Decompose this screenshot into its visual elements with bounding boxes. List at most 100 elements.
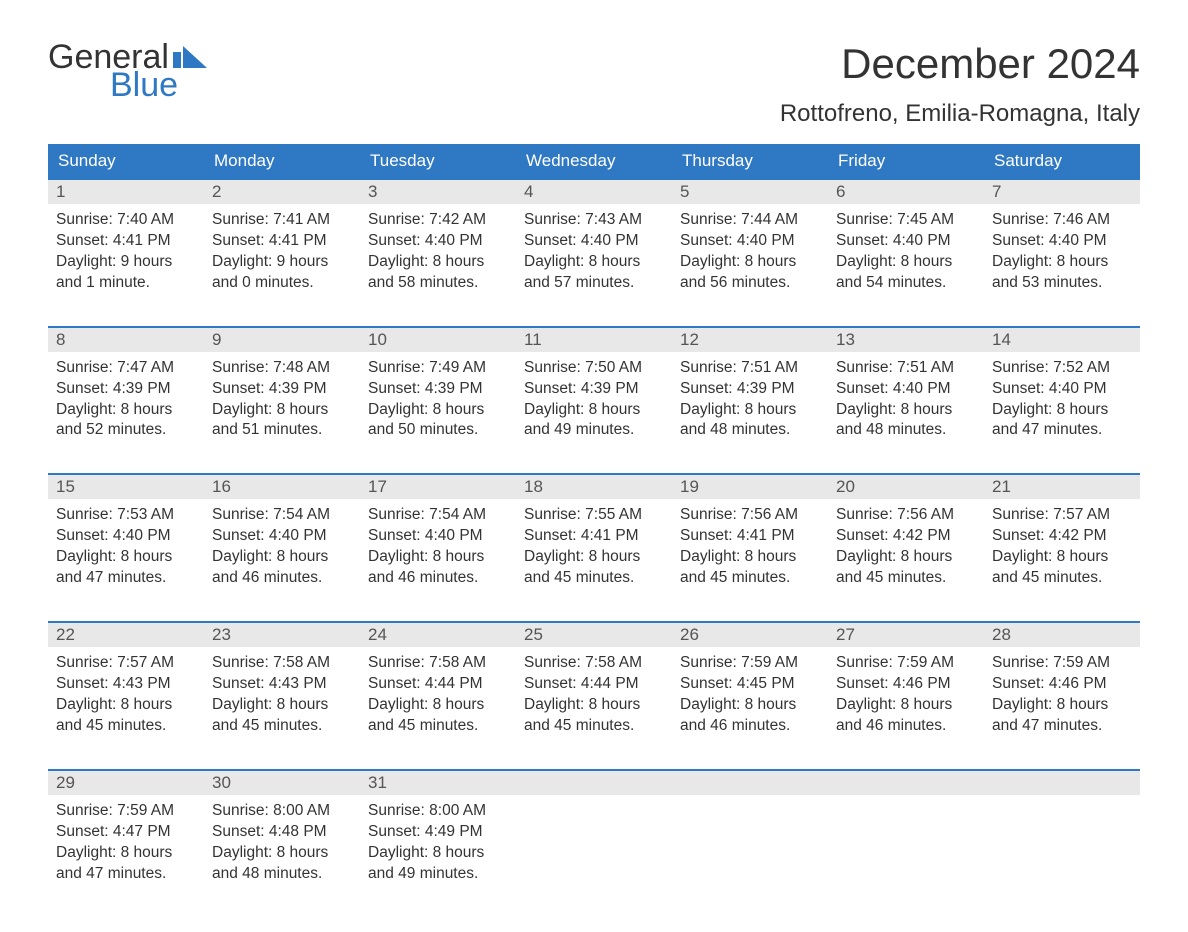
day-dl2: and 57 minutes. [524, 273, 664, 294]
day-dl1: Daylight: 8 hours [56, 843, 196, 864]
day-sunrise: Sunrise: 7:58 AM [212, 653, 352, 674]
day-dl1: Daylight: 8 hours [836, 400, 976, 421]
day-sunrise: Sunrise: 7:56 AM [680, 505, 820, 526]
day-cell: Sunrise: 7:54 AMSunset: 4:40 PMDaylight:… [204, 499, 360, 597]
day-cell: Sunrise: 7:52 AMSunset: 4:40 PMDaylight:… [984, 352, 1140, 450]
day-sunset: Sunset: 4:46 PM [836, 674, 976, 695]
day-sunset: Sunset: 4:44 PM [368, 674, 508, 695]
day-sunrise: Sunrise: 7:55 AM [524, 505, 664, 526]
day-dl2: and 50 minutes. [368, 420, 508, 441]
day-sunrise: Sunrise: 7:58 AM [524, 653, 664, 674]
day-sunset: Sunset: 4:39 PM [368, 379, 508, 400]
day-sunrise: Sunrise: 7:44 AM [680, 210, 820, 231]
day-sunset: Sunset: 4:40 PM [368, 231, 508, 252]
day-cell [516, 795, 672, 893]
day-dl1: Daylight: 8 hours [836, 695, 976, 716]
day-cell: Sunrise: 8:00 AMSunset: 4:48 PMDaylight:… [204, 795, 360, 893]
day-sunrise: Sunrise: 7:59 AM [836, 653, 976, 674]
day-dl1: Daylight: 8 hours [56, 695, 196, 716]
header: General Blue December 2024 Rottofreno, E… [48, 40, 1140, 128]
calendar-week: 1234567Sunrise: 7:40 AMSunset: 4:41 PMDa… [48, 178, 1140, 302]
day-dl2: and 51 minutes. [212, 420, 352, 441]
day-number-row: 1234567 [48, 180, 1140, 204]
day-dl2: and 52 minutes. [56, 420, 196, 441]
day-cell: Sunrise: 7:53 AMSunset: 4:40 PMDaylight:… [48, 499, 204, 597]
day-dl1: Daylight: 8 hours [992, 252, 1132, 273]
day-sunrise: Sunrise: 7:42 AM [368, 210, 508, 231]
calendar-header-row: Sunday Monday Tuesday Wednesday Thursday… [48, 144, 1140, 178]
day-dl2: and 46 minutes. [836, 716, 976, 737]
day-dl1: Daylight: 8 hours [836, 547, 976, 568]
logo-word-blue: Blue [110, 68, 207, 102]
day-number: 9 [204, 328, 360, 352]
day-cell: Sunrise: 7:57 AMSunset: 4:43 PMDaylight:… [48, 647, 204, 745]
day-number: 20 [828, 475, 984, 499]
day-sunrise: Sunrise: 7:57 AM [992, 505, 1132, 526]
day-cell: Sunrise: 7:47 AMSunset: 4:39 PMDaylight:… [48, 352, 204, 450]
day-number [984, 771, 1140, 795]
day-number: 18 [516, 475, 672, 499]
day-sunset: Sunset: 4:43 PM [212, 674, 352, 695]
day-sunrise: Sunrise: 7:49 AM [368, 358, 508, 379]
day-number: 14 [984, 328, 1140, 352]
day-sunset: Sunset: 4:49 PM [368, 822, 508, 843]
day-sunset: Sunset: 4:41 PM [212, 231, 352, 252]
day-number: 11 [516, 328, 672, 352]
day-sunset: Sunset: 4:40 PM [836, 379, 976, 400]
location: Rottofreno, Emilia-Romagna, Italy [780, 100, 1140, 128]
day-cell: Sunrise: 7:42 AMSunset: 4:40 PMDaylight:… [360, 204, 516, 302]
day-sunset: Sunset: 4:41 PM [56, 231, 196, 252]
day-sunrise: Sunrise: 8:00 AM [212, 801, 352, 822]
day-sunrise: Sunrise: 7:52 AM [992, 358, 1132, 379]
day-sunset: Sunset: 4:44 PM [524, 674, 664, 695]
day-number: 22 [48, 623, 204, 647]
day-sunset: Sunset: 4:40 PM [836, 231, 976, 252]
day-dl1: Daylight: 8 hours [992, 400, 1132, 421]
day-dl2: and 45 minutes. [680, 568, 820, 589]
day-dl1: Daylight: 8 hours [212, 547, 352, 568]
day-sunset: Sunset: 4:40 PM [992, 231, 1132, 252]
day-sunrise: Sunrise: 7:45 AM [836, 210, 976, 231]
day-number-row: 891011121314 [48, 328, 1140, 352]
weekday-header: Tuesday [360, 144, 516, 178]
day-dl1: Daylight: 8 hours [212, 400, 352, 421]
day-dl1: Daylight: 8 hours [212, 843, 352, 864]
day-number: 4 [516, 180, 672, 204]
day-cell: Sunrise: 7:51 AMSunset: 4:39 PMDaylight:… [672, 352, 828, 450]
day-dl1: Daylight: 8 hours [680, 695, 820, 716]
day-number-row: 22232425262728 [48, 623, 1140, 647]
day-number: 1 [48, 180, 204, 204]
day-dl1: Daylight: 8 hours [524, 547, 664, 568]
day-cell: Sunrise: 7:51 AMSunset: 4:40 PMDaylight:… [828, 352, 984, 450]
day-cell: Sunrise: 7:58 AMSunset: 4:43 PMDaylight:… [204, 647, 360, 745]
day-cell: Sunrise: 7:49 AMSunset: 4:39 PMDaylight:… [360, 352, 516, 450]
day-sunset: Sunset: 4:41 PM [680, 526, 820, 547]
weekday-header: Sunday [48, 144, 204, 178]
day-sunset: Sunset: 4:42 PM [836, 526, 976, 547]
calendar-week: 15161718192021Sunrise: 7:53 AMSunset: 4:… [48, 473, 1140, 597]
logo: General Blue [48, 40, 207, 102]
day-number: 12 [672, 328, 828, 352]
day-dl1: Daylight: 8 hours [680, 400, 820, 421]
day-sunset: Sunset: 4:39 PM [212, 379, 352, 400]
day-number: 27 [828, 623, 984, 647]
day-sunrise: Sunrise: 7:48 AM [212, 358, 352, 379]
day-sunset: Sunset: 4:43 PM [56, 674, 196, 695]
day-sunrise: Sunrise: 7:54 AM [368, 505, 508, 526]
day-dl2: and 45 minutes. [524, 568, 664, 589]
day-dl1: Daylight: 8 hours [56, 547, 196, 568]
day-dl1: Daylight: 8 hours [524, 400, 664, 421]
day-cell: Sunrise: 7:59 AMSunset: 4:47 PMDaylight:… [48, 795, 204, 893]
day-sunrise: Sunrise: 7:59 AM [992, 653, 1132, 674]
day-cell: Sunrise: 7:45 AMSunset: 4:40 PMDaylight:… [828, 204, 984, 302]
day-number: 8 [48, 328, 204, 352]
day-dl1: Daylight: 8 hours [680, 252, 820, 273]
day-sunrise: Sunrise: 7:51 AM [680, 358, 820, 379]
day-dl1: Daylight: 9 hours [56, 252, 196, 273]
day-dl1: Daylight: 8 hours [992, 695, 1132, 716]
day-sunset: Sunset: 4:48 PM [212, 822, 352, 843]
day-dl1: Daylight: 8 hours [836, 252, 976, 273]
day-dl1: Daylight: 9 hours [212, 252, 352, 273]
day-sunset: Sunset: 4:40 PM [680, 231, 820, 252]
day-cell: Sunrise: 7:48 AMSunset: 4:39 PMDaylight:… [204, 352, 360, 450]
